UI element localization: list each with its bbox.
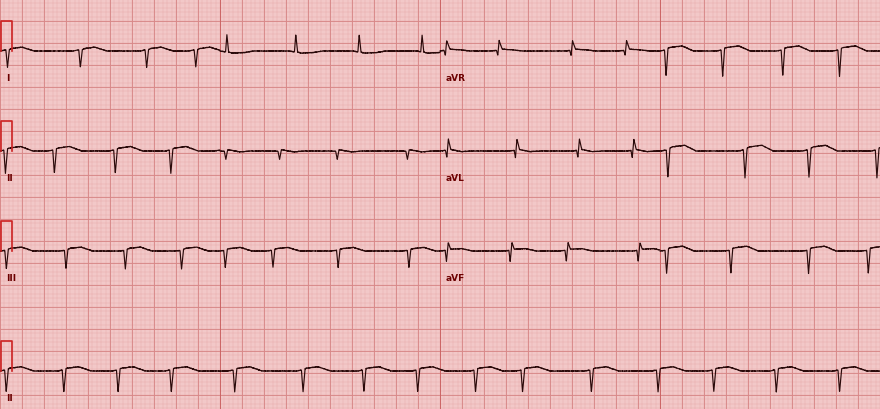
Text: I: I (6, 74, 10, 83)
Text: II: II (6, 393, 12, 402)
Text: III: III (6, 273, 16, 282)
Text: aVR: aVR (446, 74, 466, 83)
Text: II: II (6, 173, 12, 182)
Text: aVL: aVL (446, 173, 465, 182)
Text: aVF: aVF (446, 273, 466, 282)
